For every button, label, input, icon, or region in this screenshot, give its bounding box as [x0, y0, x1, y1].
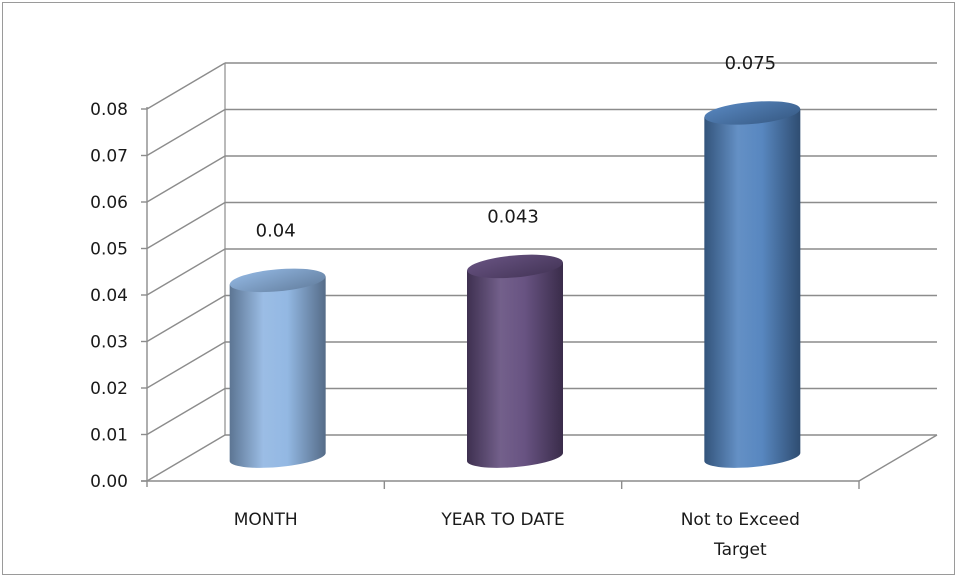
- axes: [141, 107, 860, 489]
- x-tick-label: MONTH: [234, 510, 298, 530]
- bar-top: [229, 268, 326, 293]
- side-gridline: [146, 341, 226, 389]
- side-gridline: [146, 294, 226, 343]
- y-tick-label: 0.05: [90, 240, 128, 260]
- data-label: 0.075: [725, 53, 777, 74]
- bar-body: [466, 262, 563, 468]
- data-label: 0.04: [256, 220, 296, 241]
- y-tick-label: 0.02: [90, 379, 128, 399]
- side-gridline: [146, 62, 226, 110]
- y-tick-label: 0.03: [90, 333, 128, 353]
- side-gridline: [146, 387, 226, 436]
- bar-body: [704, 108, 801, 468]
- labels: 0.00 0.01 0.02 0.03 0.04 0.05 0.06 0.07 0.08 0.04…: [90, 53, 800, 560]
- y-tick-label: 0.01: [90, 426, 128, 446]
- side-gridline: [146, 434, 226, 482]
- bar-top: [467, 254, 563, 279]
- y-tick-label: 0.00: [90, 472, 128, 492]
- bar-2: [704, 101, 801, 468]
- side-gridline: [146, 155, 226, 203]
- bar-top: [704, 101, 801, 125]
- y-tick-label: 0.04: [90, 286, 128, 306]
- x-tick-label: YEAR TO DATE: [440, 510, 564, 530]
- bar-0: [229, 268, 326, 468]
- y-tick-label: 0.07: [90, 147, 128, 167]
- bar-1: [466, 254, 563, 468]
- y-tick-label: 0.08: [90, 100, 128, 120]
- side-gridline: [146, 108, 226, 157]
- bars: [229, 101, 801, 468]
- floor-right-edge: [858, 434, 938, 482]
- bar-body: [229, 276, 326, 468]
- x-tick-label: Not to Exceed Target: [681, 510, 800, 560]
- side-gridline: [146, 201, 226, 250]
- y-tick-label: 0.06: [90, 193, 128, 213]
- gridlines: [146, 62, 938, 482]
- side-gridline: [146, 248, 226, 296]
- data-label: 0.043: [487, 206, 539, 227]
